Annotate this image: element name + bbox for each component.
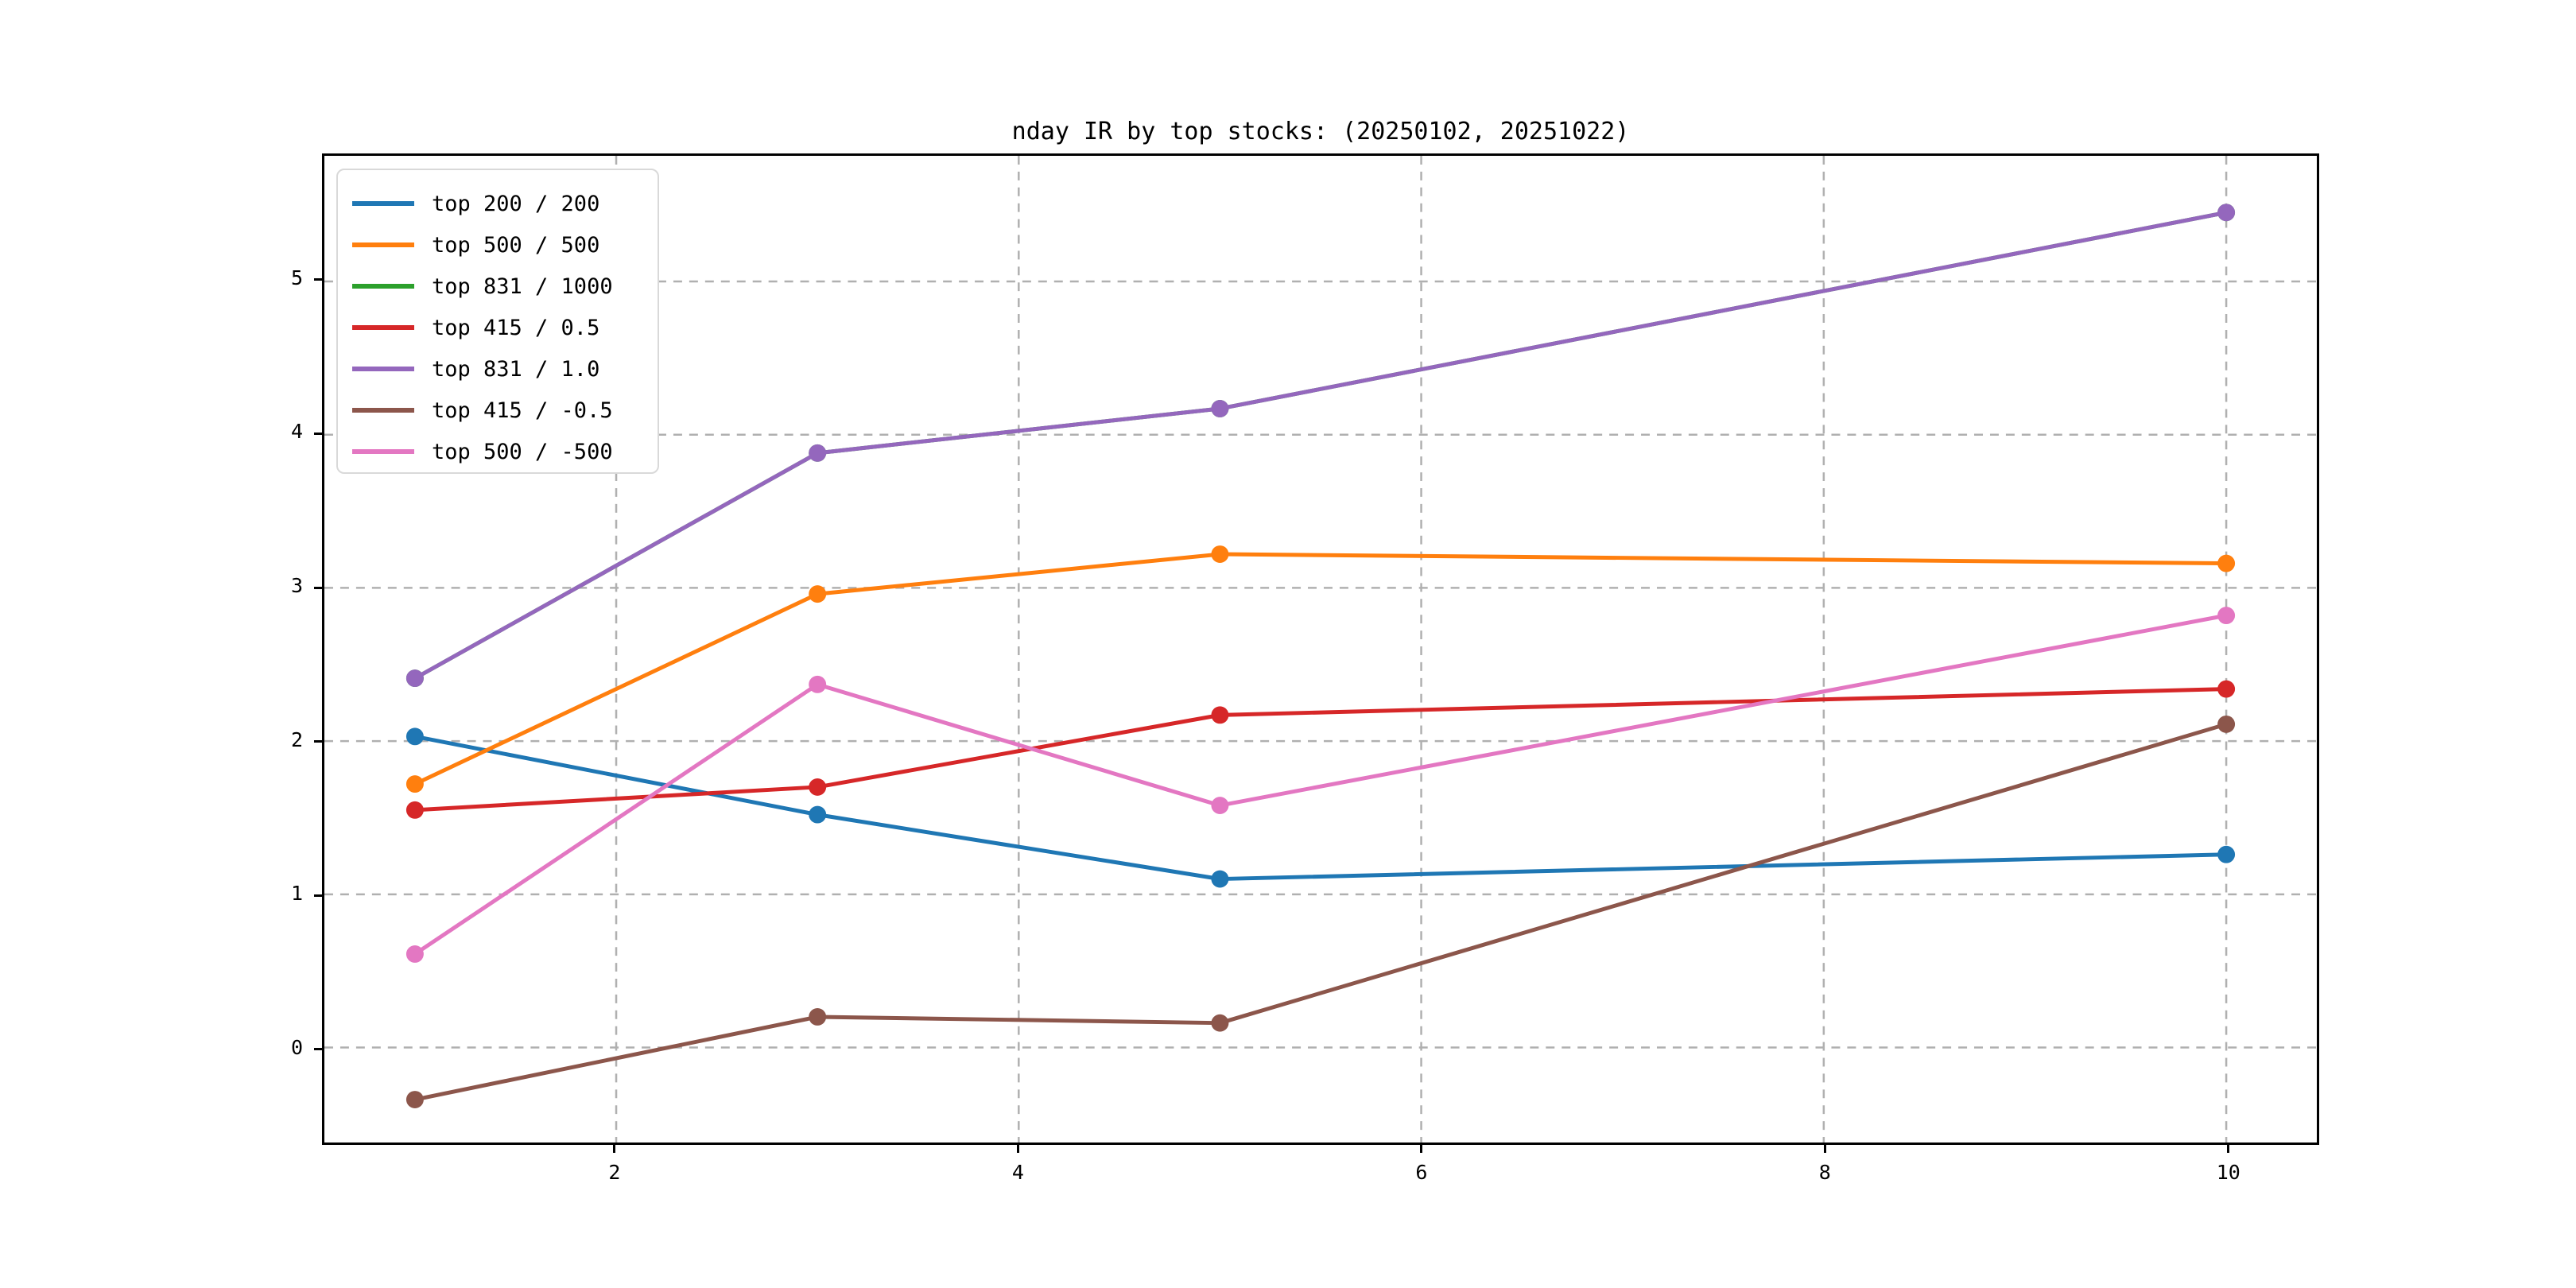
legend-item-label: top 415 / -0.5 bbox=[432, 398, 613, 423]
series-lines-layer bbox=[405, 204, 2236, 1108]
plot-svg bbox=[324, 156, 2317, 1143]
page-title: nday IR by top stocks: (20250102, 202510… bbox=[1011, 118, 1630, 145]
legend-line-swatch-icon bbox=[352, 325, 414, 330]
series-line bbox=[413, 613, 2229, 956]
series-line bbox=[413, 687, 2229, 813]
y-tick-label: 4 bbox=[290, 420, 303, 444]
legend[interactable]: top 200 / 200 top 500 / 500 top 831 / 1000… bbox=[336, 169, 659, 474]
y-tick-label: 3 bbox=[290, 574, 303, 598]
y-tick-mark bbox=[314, 278, 322, 281]
data-point-marker bbox=[405, 945, 424, 963]
data-point-marker bbox=[2217, 715, 2236, 733]
data-point-marker bbox=[405, 727, 424, 746]
series-line bbox=[413, 734, 2229, 882]
data-point-marker bbox=[809, 805, 827, 824]
data-point-marker bbox=[809, 778, 827, 796]
legend-item-label: top 831 / 1000 bbox=[432, 274, 613, 299]
series-3 bbox=[405, 680, 2236, 819]
y-tick-mark bbox=[314, 586, 322, 589]
y-tick-mark bbox=[314, 740, 322, 743]
legend-item-0[interactable]: top 200 / 200 bbox=[352, 183, 646, 224]
legend-item-label: top 415 / 0.5 bbox=[432, 315, 600, 340]
series-1 bbox=[405, 545, 2236, 793]
series-4 bbox=[405, 204, 2236, 688]
data-point-marker bbox=[405, 775, 424, 793]
y-tick-label: 0 bbox=[290, 1035, 303, 1059]
series-6 bbox=[405, 607, 2236, 963]
legend-item-label: top 831 / 1.0 bbox=[432, 356, 600, 382]
legend-item-4[interactable]: top 831 / 1.0 bbox=[352, 348, 646, 390]
y-tick-mark bbox=[314, 894, 322, 897]
data-point-marker bbox=[2217, 554, 2236, 572]
x-tick-label: 6 bbox=[1415, 1161, 1428, 1184]
y-tick-mark bbox=[314, 432, 322, 435]
y-tick-label: 1 bbox=[290, 882, 303, 906]
data-point-marker bbox=[405, 1091, 424, 1108]
y-tick-label: 2 bbox=[290, 727, 303, 751]
legend-item-3[interactable]: top 415 / 0.5 bbox=[352, 307, 646, 348]
data-point-marker bbox=[2217, 607, 2236, 625]
data-point-marker bbox=[1211, 870, 1229, 888]
data-point-marker bbox=[1211, 1014, 1229, 1032]
data-point-marker bbox=[1211, 400, 1229, 417]
x-tick-mark bbox=[1823, 1145, 1826, 1153]
legend-line-swatch-icon bbox=[352, 408, 414, 413]
legend-line-swatch-icon bbox=[352, 367, 414, 371]
legend-item-1[interactable]: top 500 / 500 bbox=[352, 224, 646, 266]
data-point-marker bbox=[809, 444, 827, 462]
x-tick-label: 2 bbox=[608, 1161, 621, 1184]
x-tick-mark bbox=[1420, 1145, 1423, 1153]
series-5 bbox=[405, 715, 2236, 1108]
data-point-marker bbox=[809, 585, 827, 603]
data-point-marker bbox=[1211, 797, 1229, 815]
legend-item-label: top 500 / -500 bbox=[432, 439, 613, 464]
legend-item-label: top 200 / 200 bbox=[432, 191, 600, 216]
data-point-marker bbox=[2217, 680, 2236, 698]
series-line bbox=[413, 210, 2229, 681]
data-point-marker bbox=[809, 675, 827, 693]
y-tick-mark bbox=[314, 1048, 322, 1051]
legend-line-swatch-icon bbox=[352, 449, 414, 454]
y-tick-label: 5 bbox=[290, 266, 303, 289]
data-point-marker bbox=[809, 1008, 827, 1026]
data-point-marker bbox=[2217, 204, 2236, 222]
x-tick-label: 8 bbox=[1818, 1161, 1831, 1184]
series-line bbox=[413, 722, 2229, 1102]
x-tick-label: 4 bbox=[1011, 1161, 1024, 1184]
data-point-marker bbox=[405, 801, 424, 819]
legend-item-6[interactable]: top 500 / -500 bbox=[352, 431, 646, 472]
legend-line-swatch-icon bbox=[352, 284, 414, 289]
series-0 bbox=[405, 727, 2236, 888]
x-tick-mark bbox=[613, 1145, 616, 1153]
legend-line-swatch-icon bbox=[352, 201, 414, 206]
x-tick-mark bbox=[2227, 1145, 2230, 1153]
x-tick-mark bbox=[1016, 1145, 1019, 1153]
legend-item-5[interactable]: top 415 / -0.5 bbox=[352, 390, 646, 431]
data-point-marker bbox=[2217, 845, 2236, 863]
x-tick-label: 10 bbox=[2216, 1161, 2240, 1184]
data-point-marker bbox=[1211, 545, 1229, 563]
series-line bbox=[413, 552, 2229, 786]
series-2 bbox=[405, 204, 2236, 688]
data-point-marker bbox=[1211, 706, 1229, 724]
data-point-marker bbox=[405, 669, 424, 688]
legend-line-swatch-icon bbox=[352, 242, 414, 247]
legend-item-2[interactable]: top 831 / 1000 bbox=[352, 266, 646, 307]
legend-item-label: top 500 / 500 bbox=[432, 232, 600, 258]
series-line bbox=[413, 210, 2229, 681]
